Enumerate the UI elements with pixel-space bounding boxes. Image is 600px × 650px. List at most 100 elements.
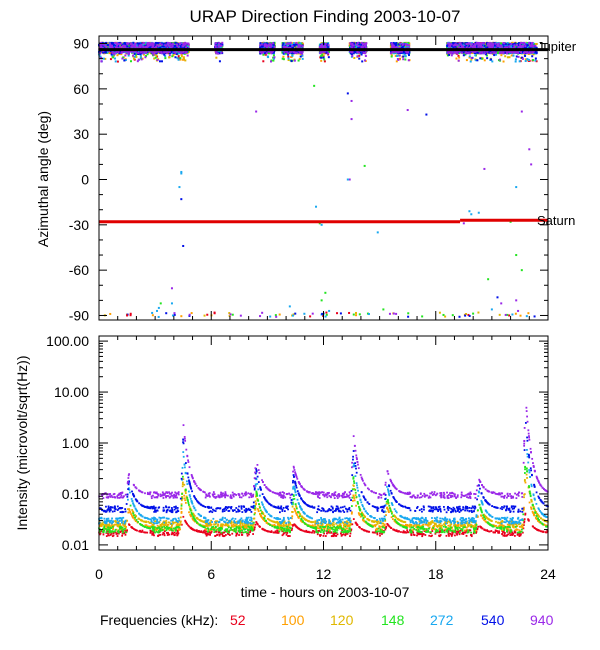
- azimuth-point-940: [150, 43, 153, 46]
- azimuth-point-148: [127, 44, 130, 47]
- azimuth-point-272: [514, 58, 517, 61]
- azimuth-point-540: [408, 51, 411, 54]
- azimuth-point-148: [481, 57, 484, 60]
- azimuth-point-540: [461, 50, 464, 53]
- azimuth-point-540: [322, 56, 325, 59]
- azimuth-point-272: [268, 46, 271, 49]
- azimuth-point-540: [139, 53, 142, 56]
- azimuth-point-52: [116, 60, 119, 63]
- azimuth-point-52: [264, 53, 267, 56]
- azimuth-point-272: [108, 46, 111, 49]
- azimuth-point-940: [124, 46, 127, 49]
- azimuth-point-100: [278, 313, 281, 316]
- azimuth-point-540: [173, 313, 176, 316]
- azimuth-point-540: [260, 45, 263, 48]
- azimuth-point-940: [98, 46, 101, 49]
- azimuth-point-100: [142, 53, 145, 56]
- azimuth-point-148: [458, 52, 461, 55]
- azimuth-point-540: [469, 51, 472, 54]
- azimuth-point-100: [108, 52, 111, 55]
- azimuth-point-272: [291, 314, 294, 317]
- azimuth-point-540: [143, 45, 146, 48]
- azimuth-point-148: [500, 42, 503, 45]
- azimuth-point-100: [182, 58, 185, 61]
- azimuth-point-940: [155, 45, 158, 48]
- azimuth-point-540: [360, 42, 363, 45]
- azimuth-point-272: [514, 60, 517, 63]
- azimuth-point-540: [402, 44, 405, 47]
- azimuth-point-100: [141, 57, 144, 60]
- azimuth-point-540: [526, 44, 529, 47]
- azimuth-point-540: [188, 314, 191, 317]
- azimuth-point-940: [185, 46, 188, 49]
- azimuth-point-940: [150, 50, 153, 53]
- azimuth-point-120: [482, 45, 485, 48]
- azimuth-point-120: [506, 56, 509, 59]
- azimuth-point-540: [358, 43, 361, 46]
- azimuth-point-540: [472, 42, 475, 45]
- azimuth-point-272: [286, 45, 289, 48]
- azimuth-point-272: [469, 60, 472, 63]
- azimuth-point-540: [175, 52, 178, 55]
- azimuth-point-540: [163, 45, 166, 48]
- azimuth-point-540: [528, 46, 531, 49]
- azimuth-point-120: [390, 54, 393, 57]
- azimuth-point-540: [452, 46, 455, 49]
- azimuth-point-272: [506, 42, 509, 45]
- azimuth-point-100: [182, 56, 185, 59]
- azimuth-point-940: [156, 44, 159, 47]
- azimuth-point-940: [104, 45, 107, 48]
- azimuth-point-940: [116, 46, 119, 49]
- azimuth-point-148: [281, 51, 284, 54]
- azimuth-point-120: [155, 54, 158, 57]
- azimuth-point-52: [213, 312, 216, 315]
- azimuth-point-272: [289, 43, 292, 46]
- azimuth-point-52: [129, 312, 132, 315]
- azimuth-point-148: [366, 312, 369, 315]
- azimuth-point-540: [160, 42, 163, 45]
- azimuth-point-540: [512, 45, 515, 48]
- azimuth-point-272: [282, 44, 285, 47]
- azimuth-point-540: [503, 51, 506, 54]
- azimuth-point-272: [356, 43, 359, 46]
- azimuth-point-540: [160, 60, 163, 63]
- azimuth-point-940: [120, 42, 123, 45]
- azimuth-point-120: [203, 314, 206, 317]
- azimuth-point-940: [137, 51, 140, 54]
- azimuth-point-272: [291, 54, 294, 57]
- azimuth-point-940: [126, 42, 129, 45]
- azimuth-point-540: [352, 52, 355, 55]
- azimuth-point-940: [130, 45, 133, 48]
- azimuth-point-100: [458, 56, 461, 59]
- azimuth-point-272: [301, 54, 304, 57]
- azimuth-point-540: [162, 42, 165, 45]
- azimuth-point-540: [534, 50, 537, 53]
- azimuth-point-52: [449, 46, 452, 49]
- azimuth-point-272: [534, 59, 537, 62]
- azimuth-point-100: [355, 314, 358, 317]
- azimuth-point-52: [206, 313, 209, 316]
- azimuth-point-540: [484, 53, 487, 56]
- azimuth-point-148: [129, 60, 132, 63]
- azimuth-point-540: [125, 43, 128, 46]
- azimuth-point-940: [170, 46, 173, 49]
- azimuth-point-272: [133, 51, 136, 54]
- azimuth-point-52: [325, 311, 328, 314]
- azimuth-point-540: [133, 52, 136, 55]
- azimuth-point-940: [157, 44, 160, 47]
- azimuth-point-540: [270, 46, 273, 49]
- azimuth-point-100: [524, 58, 527, 61]
- azimuth-point-148: [300, 43, 303, 46]
- azimuth-point-540: [350, 52, 353, 55]
- azimuth-point-100: [297, 52, 300, 55]
- azimuth-point-940: [171, 45, 174, 48]
- azimuth-point-940: [152, 45, 155, 48]
- azimuth-point-940: [110, 44, 113, 47]
- azimuth-point-100: [190, 312, 193, 315]
- azimuth-point-120: [215, 56, 218, 59]
- azimuth-point-272: [474, 54, 477, 57]
- azimuth-point-120: [168, 56, 171, 59]
- azimuth-point-100: [389, 45, 392, 48]
- azimuth-point-272: [168, 47, 171, 50]
- azimuth-point-52: [535, 60, 538, 63]
